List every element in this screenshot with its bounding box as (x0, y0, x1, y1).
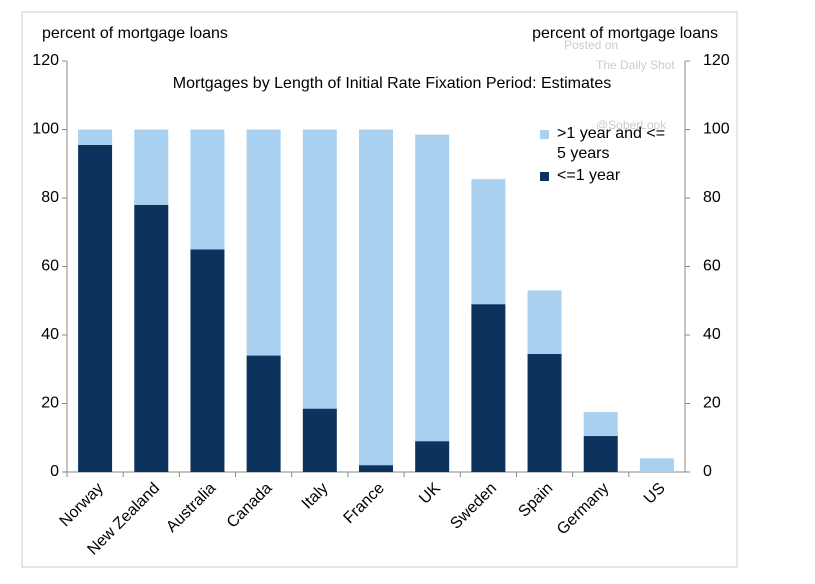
y-tick-label: 20 (41, 395, 59, 412)
y-tick-label: 60 (41, 258, 59, 275)
legend-label: <=1 year (557, 167, 621, 184)
watermark: @SoberLook (596, 118, 667, 132)
bar-segment (302, 408, 337, 472)
legend-item: <=1 year (540, 166, 670, 186)
bar-segment (471, 304, 506, 472)
x-tick-label: Norway (57, 480, 107, 530)
bar-segment (134, 204, 169, 472)
bar-segment (134, 129, 169, 205)
legend-swatch (540, 130, 549, 139)
x-tick-label: Germany (554, 480, 613, 539)
bar-segment (415, 134, 450, 442)
x-tick-label: US (641, 480, 669, 508)
y2-tick-label: 100 (703, 121, 730, 138)
y2-tick-label: 40 (703, 326, 721, 343)
x-tick-label: Australia (163, 480, 219, 536)
chart-title: Mortgages by Length of Initial Rate Fixa… (173, 75, 611, 92)
y2-axis-label: percent of mortgage loans (532, 25, 718, 42)
bar-segment (527, 290, 562, 354)
x-tick-label: Italy (299, 480, 332, 513)
y2-tick-label: 0 (703, 463, 712, 480)
y2-tick-label: 20 (703, 395, 721, 412)
legend-label: >1 year and <= 5 years (557, 125, 666, 162)
y-tick-label: 40 (41, 326, 59, 343)
bar-segment (246, 355, 281, 472)
x-tick-label: Canada (224, 480, 276, 532)
bar-segment (78, 129, 113, 145)
bar-segment (190, 129, 225, 250)
x-tick-label: Spain (515, 480, 556, 521)
x-tick-label: France (341, 480, 388, 527)
bar-segment (359, 129, 393, 466)
y-tick-label: 100 (32, 121, 59, 138)
bar-segment (246, 129, 281, 356)
bar-segment (302, 129, 337, 409)
y-axis-label: percent of mortgage loans (42, 25, 228, 42)
watermark: The Daily Shot (596, 58, 675, 72)
y2-tick-label: 80 (703, 189, 721, 206)
watermark: Posted on (564, 38, 618, 52)
bar-segment (78, 144, 113, 472)
y2-tick-label: 120 (703, 52, 730, 69)
y-tick-label: 0 (50, 463, 59, 480)
legend-item: >1 year and <= 5 years (540, 124, 670, 164)
bar-segment (583, 412, 618, 437)
bar-segment (639, 458, 674, 472)
frame (21, 11, 738, 568)
bar-segment (471, 179, 506, 305)
y2-tick-label: 60 (703, 258, 721, 275)
bar-segment (190, 249, 225, 472)
bar-segment (415, 441, 450, 472)
bar-segment (527, 353, 562, 472)
x-tick-label: Sweden (447, 480, 500, 533)
y-tick-label: 80 (41, 189, 59, 206)
x-tick-label: UK (416, 480, 444, 508)
legend: >1 year and <= 5 years <=1 year (540, 124, 670, 188)
y-tick-label: 120 (32, 52, 59, 69)
bar-segment (583, 436, 618, 472)
bar-segment (359, 465, 393, 472)
legend-swatch (540, 172, 549, 181)
